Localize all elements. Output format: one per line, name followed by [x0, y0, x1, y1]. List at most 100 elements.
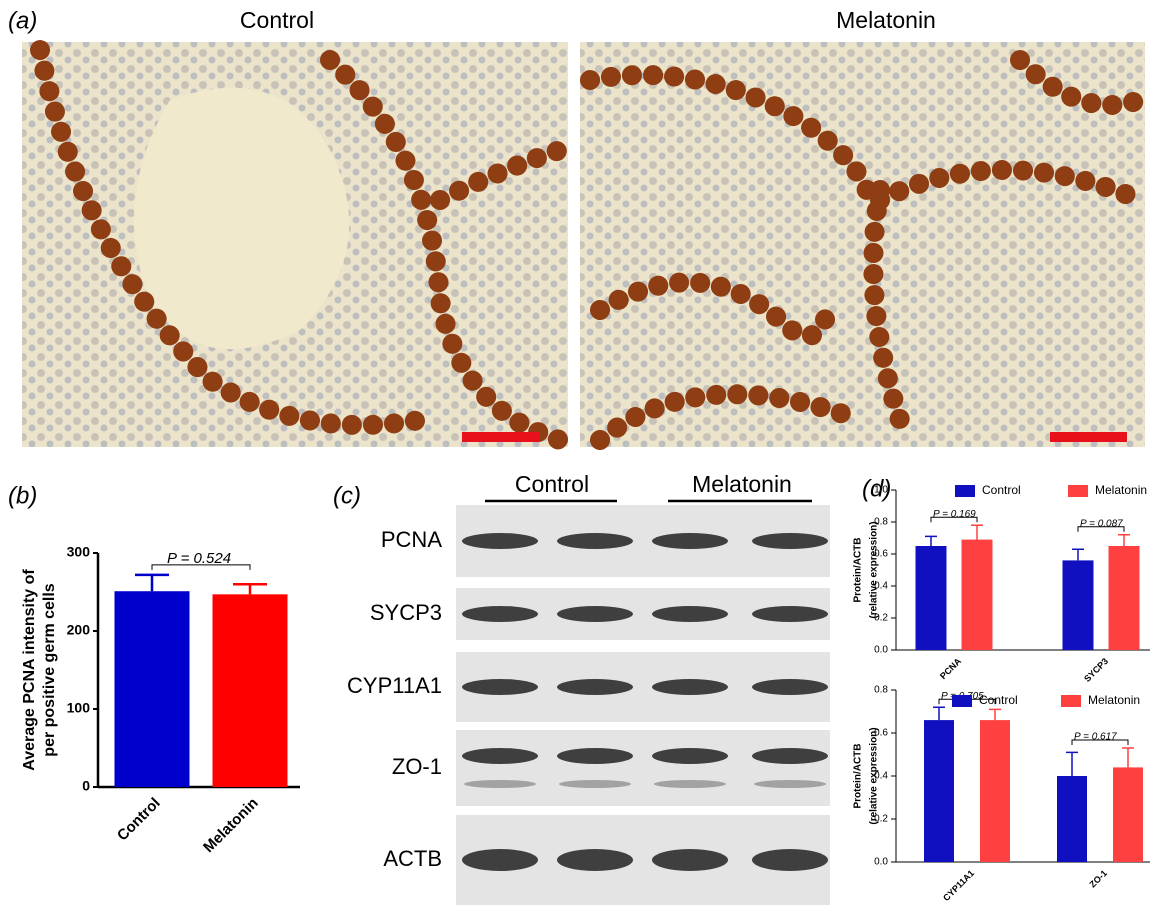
error-bar — [1066, 751, 1078, 776]
y-tick-label: 0.2 — [874, 613, 888, 624]
significance-bracket — [1071, 739, 1129, 746]
x-tick-label: CYP11A1 — [941, 868, 976, 903]
panel-label: (a) — [8, 7, 37, 34]
blot-band — [654, 780, 726, 788]
blot-band — [557, 849, 633, 871]
y-tick-label: 0.8 — [874, 517, 888, 528]
blot-band — [462, 679, 538, 695]
blot-band — [752, 748, 828, 764]
blot-band — [652, 606, 728, 622]
bar — [1057, 776, 1087, 862]
y-axis-label: Protein/ACTB — [853, 744, 864, 809]
x-tick-label: Control — [114, 795, 164, 845]
significance-bracket — [1077, 526, 1125, 532]
error-bar — [1072, 548, 1084, 561]
blot-band — [462, 748, 538, 764]
bar — [1113, 767, 1143, 862]
p-value: P = 0.617 — [1074, 732, 1117, 743]
p-value: P = 0.169 — [933, 509, 976, 520]
micrograph — [580, 42, 1150, 450]
y-tick-label: 1.0 — [874, 485, 888, 496]
error-bar — [135, 573, 169, 592]
y-tick-label: 0.0 — [874, 645, 888, 656]
y-tick-label: 300 — [67, 544, 91, 560]
blot-band — [652, 679, 728, 695]
bar — [1108, 546, 1140, 650]
legend-swatch — [952, 695, 972, 707]
blot-band — [752, 849, 828, 871]
legend-label: Control — [979, 693, 1018, 707]
blot-label: ZO-1 — [392, 754, 442, 779]
panel-label: (d) — [862, 475, 891, 502]
y-tick-label: 0 — [82, 778, 90, 794]
y-axis-label: (relative expression) — [869, 727, 880, 824]
blot-group: Control — [515, 471, 589, 497]
error-bar — [1118, 534, 1130, 546]
error-bar — [233, 582, 267, 595]
micrograph-title: Melatonin — [836, 7, 936, 33]
p-value: P = 0.087 — [1080, 518, 1123, 529]
blot-label: PCNA — [381, 527, 442, 552]
blot-band — [752, 606, 828, 622]
bar — [915, 546, 947, 650]
x-tick-label: SYCP3 — [1082, 656, 1110, 684]
blot-band — [464, 780, 536, 788]
blot-group: Melatonin — [692, 471, 792, 497]
y-tick-label: 0.4 — [874, 771, 888, 782]
blot-band — [754, 780, 826, 788]
blot-band — [559, 780, 631, 788]
y-axis-label: (relative expression) — [869, 521, 880, 618]
y-axis-label: per positive germ cells — [41, 583, 58, 757]
blot-band — [462, 606, 538, 622]
bar — [980, 720, 1010, 862]
bar — [212, 594, 288, 787]
blot-band — [752, 533, 828, 549]
x-tick-label: Melatonin — [200, 795, 262, 857]
y-tick-label: 0.4 — [874, 581, 888, 592]
blot-label: ACTB — [383, 846, 442, 871]
blot-band — [462, 533, 538, 549]
error-bar — [989, 708, 1001, 721]
y-tick-label: 0.6 — [874, 549, 888, 560]
y-tick-label: 200 — [67, 622, 91, 638]
y-axis-label: Average PCNA intensity of — [21, 569, 38, 771]
x-tick-label: PCNA — [938, 656, 963, 681]
y-axis-label: Protein/ACTB — [853, 538, 864, 603]
legend-label: Melatonin — [1095, 483, 1147, 497]
bar — [961, 539, 993, 650]
significance-bracket — [930, 516, 978, 523]
legend-swatch — [1068, 485, 1088, 497]
blot-label: SYCP3 — [370, 600, 442, 625]
error-bar — [971, 524, 983, 540]
micrograph — [22, 40, 570, 450]
error-bar — [925, 535, 937, 546]
bar — [1062, 560, 1094, 650]
panel-label: (c) — [333, 482, 361, 509]
y-tick-label: 0.2 — [874, 814, 888, 825]
x-tick-label: ZO-1 — [1088, 868, 1110, 890]
blot-band — [557, 679, 633, 695]
blot-band — [752, 679, 828, 695]
legend-label: Control — [982, 483, 1021, 497]
blot-band — [557, 748, 633, 764]
p-value: P = 0.524 — [167, 550, 231, 567]
bar — [924, 720, 954, 862]
micrograph-title: Control — [240, 7, 314, 33]
error-bar — [933, 706, 945, 721]
blot-band — [652, 849, 728, 871]
blot-band — [557, 606, 633, 622]
error-bar — [1122, 747, 1134, 768]
blot-label: CYP11A1 — [347, 673, 442, 698]
blot-band — [652, 748, 728, 764]
panel-label: (b) — [8, 482, 37, 509]
y-tick-label: 0.0 — [874, 857, 888, 868]
blot-strip — [456, 730, 830, 806]
blot-band — [462, 849, 538, 871]
y-tick-label: 100 — [67, 700, 91, 716]
legend-swatch — [955, 485, 975, 497]
blot-band — [652, 533, 728, 549]
y-tick-label: 0.6 — [874, 728, 888, 739]
bar — [114, 591, 190, 787]
blot-band — [557, 533, 633, 549]
